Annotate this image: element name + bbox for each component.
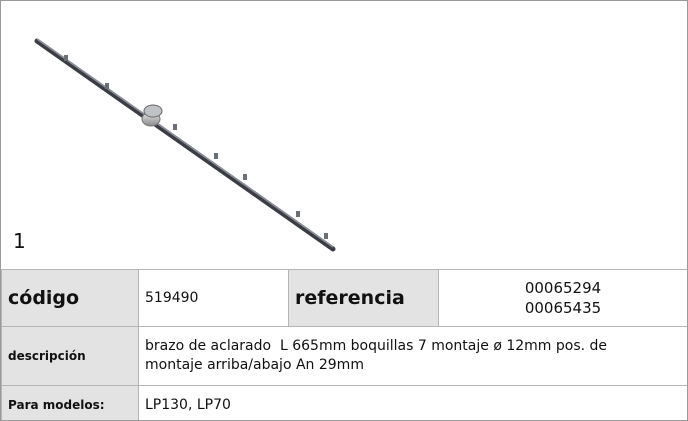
arm-highlight	[36, 38, 334, 248]
arm	[34, 38, 336, 252]
code-label: código	[1, 269, 139, 327]
reference-label: referencia	[288, 269, 439, 327]
models: LP130, LP70	[138, 385, 687, 420]
code: 519490	[138, 269, 289, 327]
item-number: 1	[13, 229, 26, 253]
description-label: descripción	[1, 326, 139, 386]
product-image	[34, 38, 336, 252]
models-label: Para modelos:	[1, 385, 139, 420]
reference: 00065294	[524, 279, 602, 297]
description: brazo de aclarado L 665mm boquillas 7 mo…	[138, 326, 687, 386]
nozzles	[64, 55, 328, 239]
references: 00065294 00065435	[438, 269, 687, 327]
hub	[143, 104, 163, 118]
reference: 00065435	[524, 299, 602, 317]
